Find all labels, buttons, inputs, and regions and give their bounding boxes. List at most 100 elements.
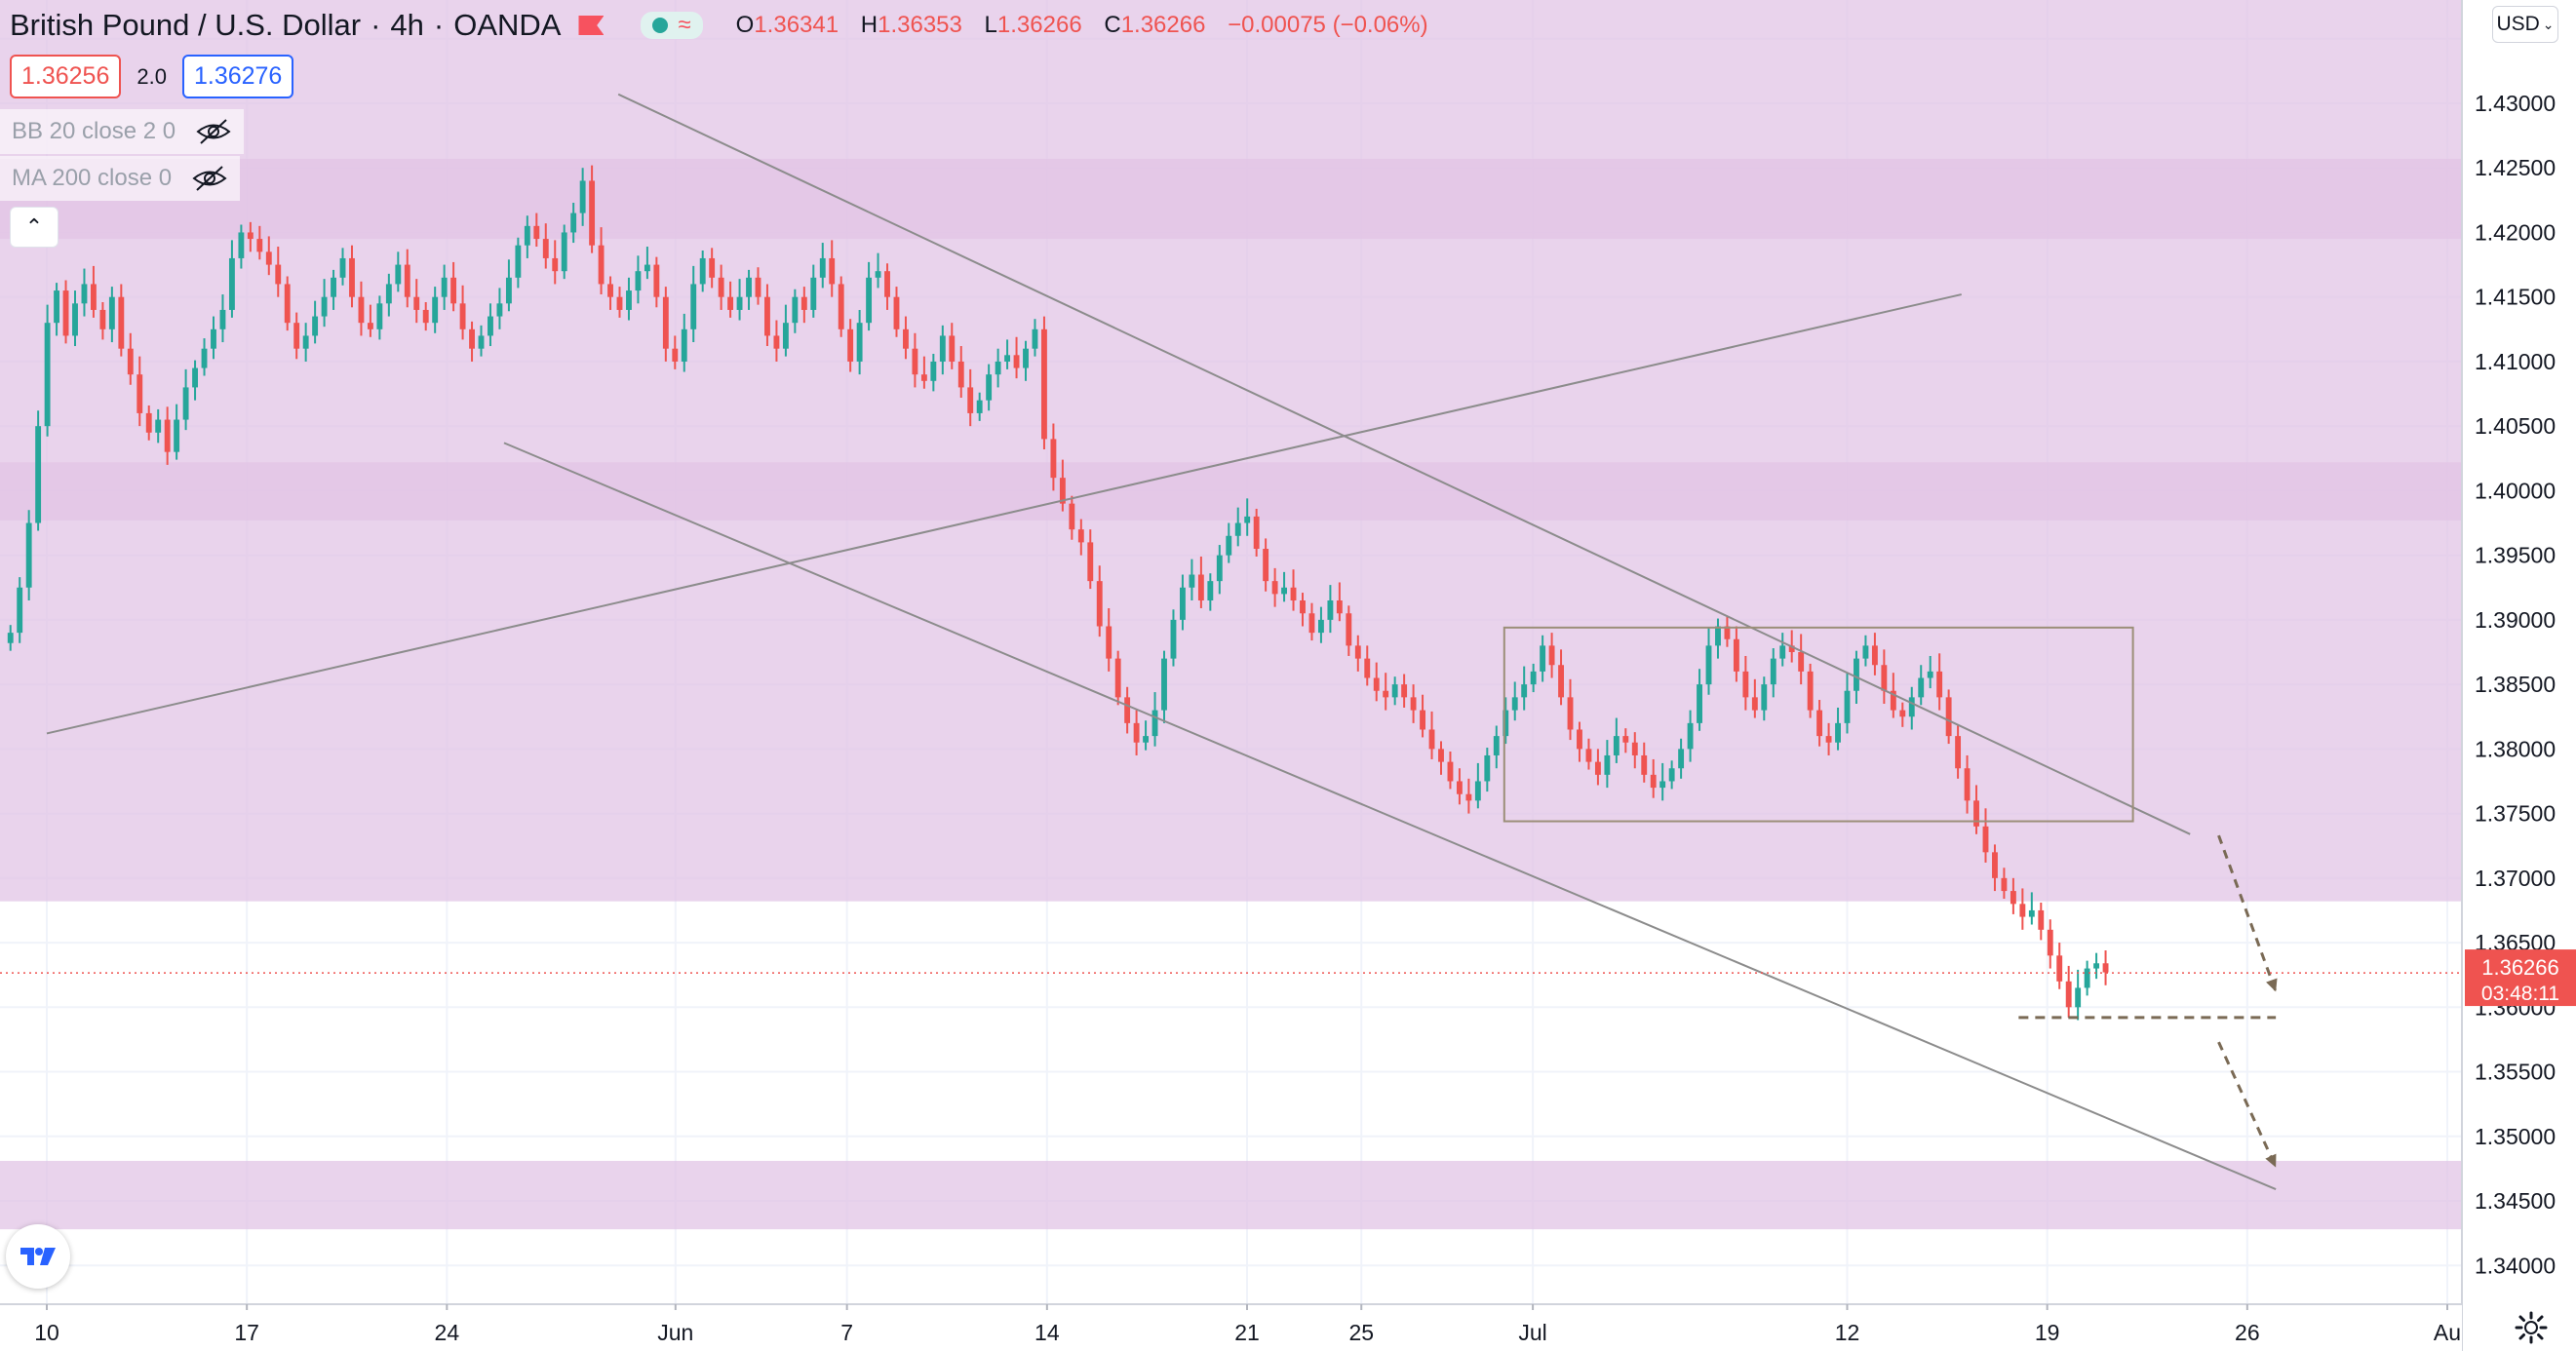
candle-body[interactable]	[1798, 652, 1805, 672]
candle-body[interactable]	[912, 348, 918, 375]
candle-body[interactable]	[1715, 626, 1721, 646]
candle-body[interactable]	[1069, 503, 1075, 530]
candle-body[interactable]	[155, 419, 162, 433]
candle-body[interactable]	[478, 335, 485, 349]
candle-body[interactable]	[1114, 658, 1121, 698]
candle-body[interactable]	[1927, 671, 1933, 678]
candle-body[interactable]	[1032, 328, 1038, 349]
candle-body[interactable]	[1401, 684, 1408, 698]
candle-body[interactable]	[182, 387, 189, 420]
candle-body[interactable]	[7, 633, 14, 643]
candle-body[interactable]	[367, 323, 373, 329]
candle-body[interactable]	[967, 387, 974, 413]
candle-body[interactable]	[90, 284, 97, 310]
candle-body[interactable]	[1234, 522, 1241, 536]
candle-body[interactable]	[626, 290, 632, 310]
candle-body[interactable]	[1050, 439, 1057, 479]
candle-body[interactable]	[62, 290, 69, 336]
tradingview-logo[interactable]	[6, 1224, 70, 1289]
candle-body[interactable]	[1992, 852, 1998, 878]
candle-body[interactable]	[755, 277, 761, 297]
candle-body[interactable]	[1687, 722, 1694, 750]
candle-body[interactable]	[672, 348, 679, 362]
candle-body[interactable]	[1899, 710, 1906, 717]
candle-body[interactable]	[1770, 658, 1776, 685]
candle-body[interactable]	[607, 284, 613, 297]
candle-body[interactable]	[800, 296, 807, 310]
candle-body[interactable]	[829, 257, 836, 285]
candle-body[interactable]	[1346, 613, 1352, 646]
buy-price-button[interactable]: 1.36276	[181, 55, 294, 98]
candle-body[interactable]	[1271, 581, 1278, 595]
candle-body[interactable]	[432, 296, 439, 324]
candle-body[interactable]	[524, 225, 530, 246]
candle-body[interactable]	[1659, 781, 1666, 789]
candle-body[interactable]	[1189, 574, 1195, 588]
candle-body[interactable]	[1087, 542, 1094, 582]
candle-body[interactable]	[1613, 736, 1620, 755]
candle-body[interactable]	[1908, 697, 1915, 717]
candle-body[interactable]	[2093, 963, 2100, 969]
candle-body[interactable]	[275, 264, 282, 285]
candle-body[interactable]	[1503, 710, 1509, 737]
candle-body[interactable]	[145, 412, 152, 433]
candle-body[interactable]	[1170, 619, 1177, 659]
candle-body[interactable]	[561, 232, 567, 272]
candle-body[interactable]	[1428, 729, 1435, 750]
candle-body[interactable]	[127, 348, 134, 375]
candle-body[interactable]	[238, 232, 245, 258]
candle-body[interactable]	[1317, 619, 1324, 634]
flag-icon[interactable]	[578, 16, 605, 35]
candle-body[interactable]	[1668, 768, 1675, 782]
candle-body[interactable]	[1364, 658, 1371, 678]
candle-body[interactable]	[727, 296, 734, 310]
candle-body[interactable]	[54, 290, 59, 324]
candle-body[interactable]	[782, 323, 789, 349]
candle-body[interactable]	[1133, 722, 1140, 743]
candle-body[interactable]	[211, 328, 216, 349]
candle-body[interactable]	[1308, 613, 1315, 634]
candle-body[interactable]	[1964, 768, 1971, 801]
candle-body[interactable]	[413, 296, 420, 310]
candle-body[interactable]	[644, 264, 650, 272]
candle-body[interactable]	[1420, 710, 1425, 730]
candle-body[interactable]	[192, 367, 198, 388]
candle-body[interactable]	[219, 309, 226, 329]
candle-body[interactable]	[1733, 638, 1739, 672]
candle-body[interactable]	[1548, 645, 1555, 666]
candle-body[interactable]	[293, 323, 300, 349]
candle-body[interactable]	[1391, 684, 1398, 698]
candle-body[interactable]	[1300, 600, 1306, 614]
candle-body[interactable]	[99, 309, 106, 329]
candle-body[interactable]	[1854, 658, 1859, 691]
candle-body[interactable]	[579, 180, 586, 213]
candle-body[interactable]	[1077, 529, 1084, 543]
candle-body[interactable]	[533, 225, 540, 240]
candle-body[interactable]	[1844, 690, 1851, 723]
candle-body[interactable]	[228, 257, 235, 310]
candle-body[interactable]	[17, 587, 23, 634]
candle-body[interactable]	[247, 232, 254, 240]
candle-body[interactable]	[893, 296, 900, 329]
sell-price-button[interactable]: 1.36256	[10, 55, 122, 98]
indicator-ma[interactable]: MA 200 close 0	[0, 156, 241, 201]
candle-body[interactable]	[1825, 736, 1832, 743]
candle-body[interactable]	[681, 328, 687, 362]
candle-body[interactable]	[515, 245, 522, 278]
candle-body[interactable]	[1945, 697, 1952, 737]
candle-body[interactable]	[395, 264, 402, 285]
candle-body[interactable]	[1410, 697, 1417, 711]
candle-body[interactable]	[1143, 736, 1150, 743]
candle-body[interactable]	[1890, 690, 1896, 711]
candle-body[interactable]	[1253, 516, 1260, 550]
candle-body[interactable]	[1013, 355, 1020, 368]
candle-body[interactable]	[718, 277, 724, 297]
candle-body[interactable]	[1521, 684, 1528, 698]
trend-line[interactable]	[617, 93, 2191, 835]
candle-body[interactable]	[459, 303, 466, 329]
candle-body[interactable]	[1447, 761, 1454, 782]
collapse-legend-button[interactable]: ⌃	[10, 207, 59, 248]
candle-body[interactable]	[1585, 749, 1592, 762]
candle-body[interactable]	[1290, 587, 1297, 601]
